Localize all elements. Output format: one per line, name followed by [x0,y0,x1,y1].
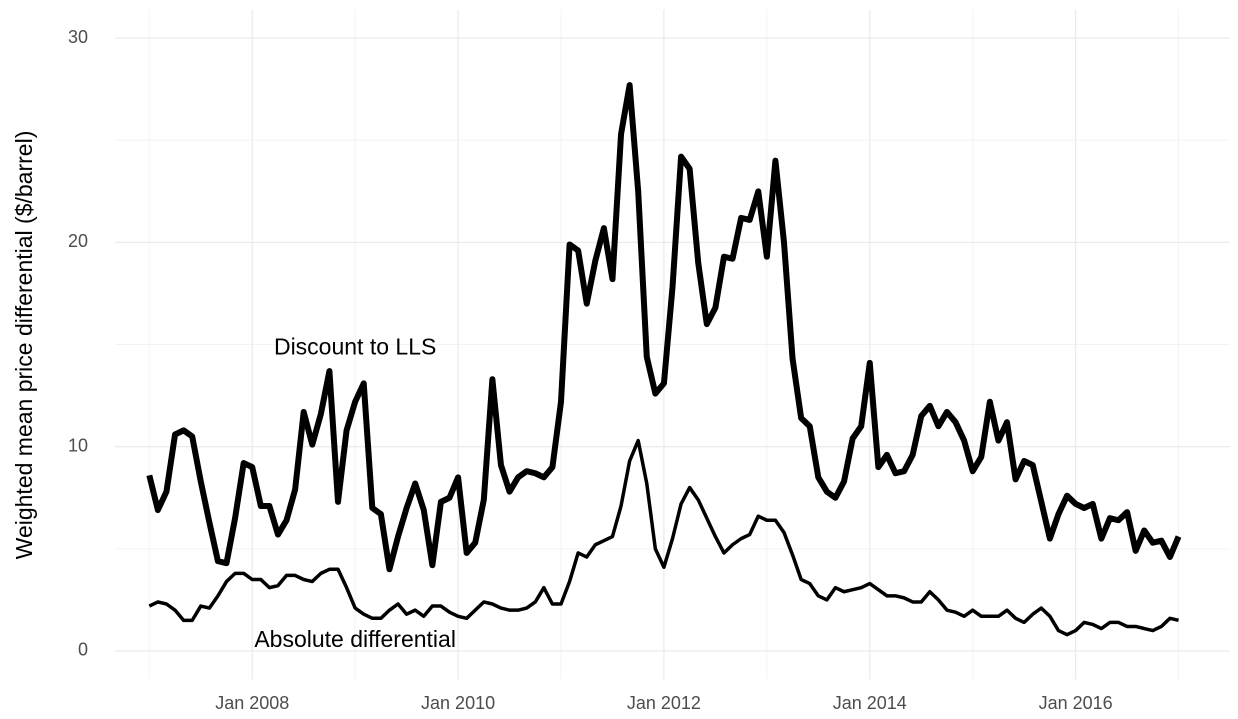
x-tick-label: Jan 2010 [421,693,495,713]
x-tick-label: Jan 2016 [1039,693,1113,713]
annotation: Discount to LLS [274,334,436,360]
x-tick-label: Jan 2008 [215,693,289,713]
x-tick-label: Jan 2012 [627,693,701,713]
y-axis-title: Weighted mean price differential ($/barr… [11,131,37,560]
y-tick-label: 20 [68,231,88,251]
y-tick-label: 30 [68,27,88,47]
line-series [148,438,1179,637]
x-tick-label: Jan 2014 [833,693,907,713]
annotation: Absolute differential [254,626,456,652]
y-tick-label: 10 [68,435,88,455]
y-tick-label: 0 [78,640,88,660]
line-series [146,82,1182,573]
